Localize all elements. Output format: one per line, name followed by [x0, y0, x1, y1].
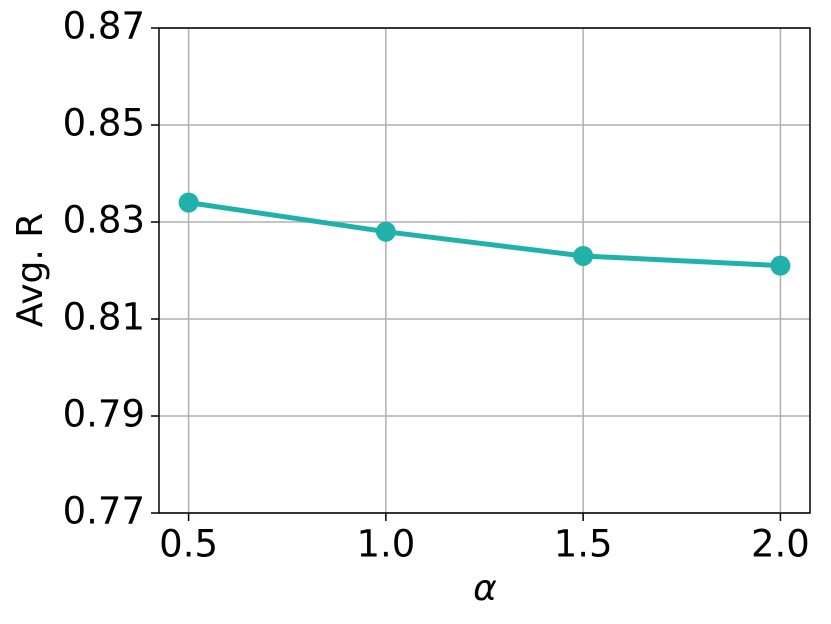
data-point [573, 245, 594, 266]
y-tick-label: 0.77 [63, 490, 145, 533]
data-point [178, 192, 199, 213]
x-tick-label: 1.0 [356, 523, 415, 566]
y-tick-label: 0.85 [63, 102, 145, 145]
data-point [375, 221, 396, 242]
y-tick-label: 0.83 [63, 199, 145, 242]
x-tick-label: 0.5 [159, 523, 218, 566]
x-tick-label: 1.5 [554, 523, 613, 566]
y-tick-label: 0.81 [63, 296, 145, 339]
data-line [188, 200, 781, 269]
y-axis-label: Avg. R [10, 213, 51, 328]
plot-frame [158, 27, 811, 514]
x-axis-label: α [473, 568, 497, 609]
x-tick-label: 2.0 [751, 523, 810, 566]
data-point [770, 255, 791, 276]
y-tick-label: 0.87 [63, 5, 145, 48]
y-tick-label: 0.79 [63, 393, 145, 436]
